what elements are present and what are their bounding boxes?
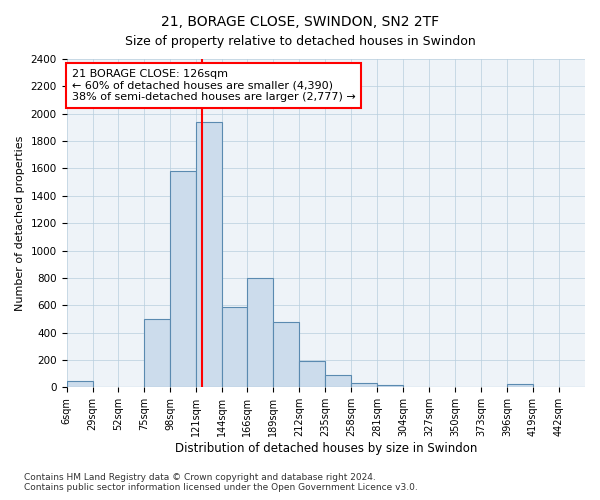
Bar — [299, 360, 325, 388]
Bar — [196, 122, 223, 388]
Bar — [403, 386, 429, 388]
Bar — [67, 380, 92, 388]
Bar — [507, 384, 533, 388]
Text: 21, BORAGE CLOSE, SWINDON, SN2 2TF: 21, BORAGE CLOSE, SWINDON, SN2 2TF — [161, 15, 439, 29]
Text: 21 BORAGE CLOSE: 126sqm
← 60% of detached houses are smaller (4,390)
38% of semi: 21 BORAGE CLOSE: 126sqm ← 60% of detache… — [72, 69, 355, 102]
Text: Contains HM Land Registry data © Crown copyright and database right 2024.
Contai: Contains HM Land Registry data © Crown c… — [24, 473, 418, 492]
Y-axis label: Number of detached properties: Number of detached properties — [15, 136, 25, 311]
Bar — [170, 171, 196, 388]
Bar — [145, 319, 170, 388]
Bar — [325, 375, 351, 388]
Bar — [351, 383, 377, 388]
Bar — [223, 306, 247, 388]
X-axis label: Distribution of detached houses by size in Swindon: Distribution of detached houses by size … — [175, 442, 477, 455]
Bar — [273, 322, 299, 388]
Bar — [247, 278, 273, 388]
Bar — [377, 384, 403, 388]
Text: Size of property relative to detached houses in Swindon: Size of property relative to detached ho… — [125, 35, 475, 48]
